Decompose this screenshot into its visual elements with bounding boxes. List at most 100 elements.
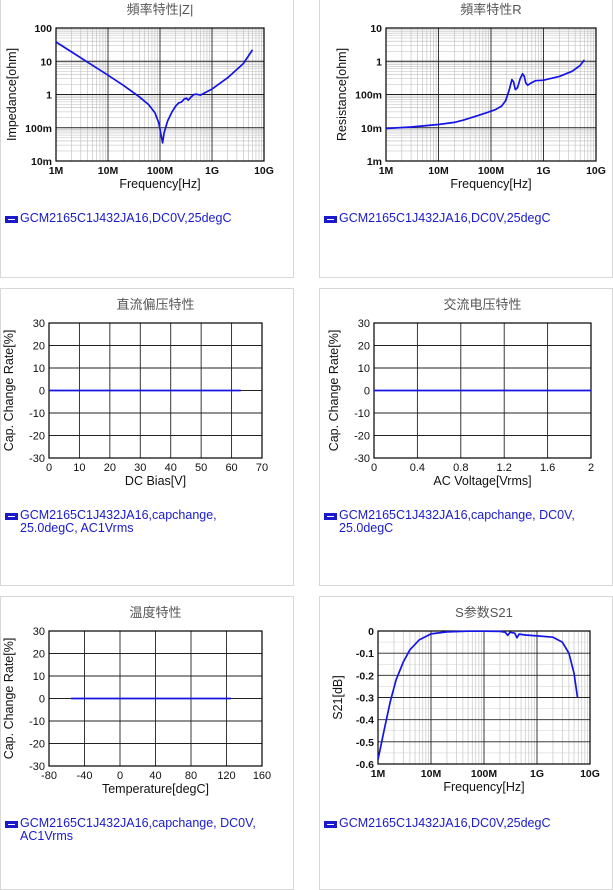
y-tick-label: 10 (33, 671, 45, 683)
chart-title: 直流偏压特性 (116, 297, 194, 312)
x-tick-label: 10M (98, 165, 119, 177)
y-tick-label: 30 (33, 626, 45, 638)
x-tick-label: 40 (149, 770, 161, 782)
x-tick-label: 20 (104, 462, 116, 474)
chart-title: 温度特性 (129, 605, 181, 620)
y-tick-label: -30 (29, 453, 45, 465)
x-tick-label: 0 (117, 770, 123, 782)
x-axis-label: Frequency[Hz] (443, 780, 524, 794)
legend-swatch (5, 216, 18, 223)
y-axis-label: S21[dB] (331, 675, 345, 719)
legend-label: GCM2165C1J432JA16,DC0V,25degC (20, 211, 232, 225)
x-axis-label: Frequency[Hz] (450, 177, 531, 191)
legend-label: GCM2165C1J432JA16,capchange, DC0V, AC1Vr… (20, 816, 256, 843)
chart-panel-ac-voltage: 交流电压特性 0 0.4 0.8 1.2 1.6 2 -30 -20 -10 0 10 20 30 AC V… (319, 288, 613, 586)
legend-label: GCM2165C1J432JA16,capchange, 25.0degC, A… (20, 508, 217, 535)
x-axis-label: Temperature[degC] (102, 782, 209, 796)
chart-panel-resistance: 頻率特性R 1M 10M 100M 1G 10G 1m 10m 100m 1 10 Frequency… (319, 0, 613, 278)
chart-svg: 頻率特性|Z| 1M 10M 100M 1G 10G 10m 100m 1 10 100 Freque… (5, 2, 274, 191)
x-tick-label: 10G (586, 165, 606, 177)
x-tick-label: 10M (421, 768, 442, 780)
x-tick-label: 10G (254, 165, 274, 177)
y-axis-label: Impedance[ohm] (5, 48, 19, 141)
y-axis-label: Cap. Change Rate[%] (2, 330, 16, 452)
y-tick-label: -0.1 (356, 648, 374, 660)
x-tick-label: 1G (205, 165, 219, 177)
y-tick-label: 0 (364, 386, 370, 398)
legend-swatch (324, 821, 337, 828)
legend-label: GCM2165C1J432JA16,DC0V,25degC (339, 816, 551, 830)
y-tick-label: 100m (25, 123, 52, 135)
x-tick-label: 40 (165, 462, 177, 474)
x-tick-label: 50 (195, 462, 207, 474)
y-tick-label: -0.3 (356, 693, 374, 705)
series-line (55, 41, 254, 144)
legend: GCM2165C1J432JA16,capchange, DC0V, AC1Vr… (5, 817, 256, 843)
y-tick-label: 10 (40, 56, 52, 68)
y-tick-label: 20 (33, 341, 45, 353)
y-tick-label: -0.4 (356, 715, 374, 727)
grid (55, 27, 265, 162)
plot-frame (55, 27, 265, 162)
x-tick-label: 60 (225, 462, 237, 474)
x-tick-label: 1M (379, 165, 394, 177)
y-tick-label: -0.5 (356, 737, 374, 749)
x-axis-label: DC Bias[V] (125, 474, 186, 488)
y-tick-label: -30 (354, 453, 370, 465)
x-tick-label: 10M (428, 165, 449, 177)
y-tick-label: -10 (354, 408, 370, 420)
chart-panel-dc-bias: 直流偏压特性 0 10 20 30 40 50 60 70 -30 -20 -10 0 10 20 30 DC … (0, 288, 294, 586)
legend-label: GCM2165C1J432JA16,capchange, DC0V, 25.0d… (339, 508, 575, 535)
x-tick-label: 160 (253, 770, 271, 782)
y-tick-label: 0 (368, 626, 374, 638)
y-tick-label: -10 (29, 408, 45, 420)
x-tick-label: 1G (530, 768, 544, 780)
x-tick-label: 100M (147, 165, 174, 177)
y-tick-label: 10 (33, 363, 45, 375)
x-tick-label: 30 (134, 462, 146, 474)
y-tick-label: 0 (39, 386, 45, 398)
y-tick-label: -20 (354, 431, 370, 443)
x-tick-label: 2 (588, 462, 594, 474)
x-tick-label: 1.2 (497, 462, 512, 474)
y-tick-label: 1 (376, 56, 382, 68)
y-tick-label: 30 (358, 318, 370, 330)
grid (377, 630, 591, 765)
y-tick-label: 1 (46, 90, 52, 102)
y-tick-label: 10 (358, 363, 370, 375)
chart-panel-impedance: 頻率特性|Z| 1M 10M 100M 1G 10G 10m 100m 1 10 100 Freque… (0, 0, 294, 278)
y-tick-label: -10 (29, 716, 45, 728)
chart-svg: 交流电压特性 0 0.4 0.8 1.2 1.6 2 -30 -20 -10 0 10 20 30 AC V… (327, 297, 594, 488)
x-tick-label: 0.8 (453, 462, 468, 474)
x-tick-label: 0 (46, 462, 52, 474)
legend-swatch (5, 513, 18, 520)
chart-svg: 頻率特性R 1M 10M 100M 1G 10G 1m 10m 100m 1 10 Frequency… (335, 2, 606, 191)
y-tick-label: -20 (29, 739, 45, 751)
x-tick-label: 120 (217, 770, 235, 782)
x-tick-label: 1G (536, 165, 550, 177)
y-tick-label: 10m (31, 156, 52, 168)
series-line (385, 59, 586, 130)
y-tick-label: 30 (33, 318, 45, 330)
plot-frame (48, 630, 263, 767)
y-tick-label: 1m (367, 156, 382, 168)
legend-swatch (324, 513, 337, 520)
chart-panel-temperature: 温度特性 -80 -40 0 40 80 120 160 -30 -20 -10 0 10 20 30 Tem… (0, 596, 294, 890)
chart-panel-s21: S参数S21 1M 10M 100M 1G 10G -0.6 -0.5 -0.4 -0.3 -0.2… (319, 596, 613, 890)
chart-title: 頻率特性R (460, 2, 521, 17)
y-axis-label: Resistance[ohm] (335, 48, 349, 141)
y-tick-label: 20 (33, 649, 45, 661)
x-tick-label: 1M (371, 768, 386, 780)
y-tick-label: 20 (358, 341, 370, 353)
legend-label: GCM2165C1J432JA16,DC0V,25degC (339, 211, 551, 225)
legend: GCM2165C1J432JA16,DC0V,25degC (5, 212, 231, 225)
y-tick-label: 0 (39, 694, 45, 706)
grid (385, 27, 597, 162)
chart-title: 交流电压特性 (443, 297, 521, 312)
legend-swatch (5, 821, 18, 828)
y-tick-label: 100 (34, 23, 52, 35)
legend-swatch (324, 216, 337, 223)
y-tick-label: 10 (370, 23, 382, 35)
chart-svg: S参数S21 1M 10M 100M 1G 10G -0.6 -0.5 -0.4 -0.3 -0.2… (331, 605, 600, 794)
